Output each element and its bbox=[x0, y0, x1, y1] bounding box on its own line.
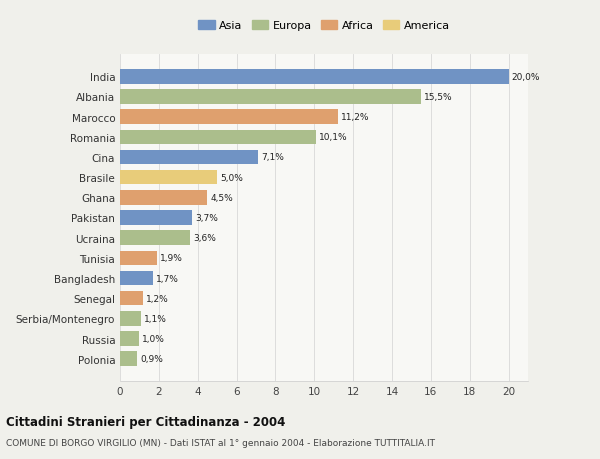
Bar bbox=[120, 90, 421, 105]
Bar bbox=[120, 171, 217, 185]
Text: 4,5%: 4,5% bbox=[211, 193, 233, 202]
Bar bbox=[120, 291, 143, 306]
Text: 1,2%: 1,2% bbox=[146, 294, 169, 303]
Text: 10,1%: 10,1% bbox=[319, 133, 348, 142]
Bar bbox=[120, 311, 142, 326]
Text: 7,1%: 7,1% bbox=[261, 153, 284, 162]
Text: 1,9%: 1,9% bbox=[160, 254, 183, 263]
Text: 1,7%: 1,7% bbox=[156, 274, 179, 283]
Text: 3,7%: 3,7% bbox=[195, 213, 218, 223]
Bar bbox=[120, 251, 157, 265]
Text: 15,5%: 15,5% bbox=[424, 93, 452, 102]
Bar bbox=[120, 190, 208, 205]
Text: 0,9%: 0,9% bbox=[140, 354, 163, 364]
Text: 1,1%: 1,1% bbox=[144, 314, 167, 323]
Bar bbox=[120, 130, 316, 145]
Text: 11,2%: 11,2% bbox=[341, 113, 369, 122]
Text: 3,6%: 3,6% bbox=[193, 234, 216, 243]
Bar bbox=[120, 331, 139, 346]
Text: Cittadini Stranieri per Cittadinanza - 2004: Cittadini Stranieri per Cittadinanza - 2… bbox=[6, 415, 286, 428]
Bar bbox=[120, 211, 192, 225]
Text: COMUNE DI BORGO VIRGILIO (MN) - Dati ISTAT al 1° gennaio 2004 - Elaborazione TUT: COMUNE DI BORGO VIRGILIO (MN) - Dati IST… bbox=[6, 438, 435, 448]
Text: 1,0%: 1,0% bbox=[142, 334, 165, 343]
Bar bbox=[120, 110, 338, 125]
Bar bbox=[120, 352, 137, 366]
Bar bbox=[120, 231, 190, 246]
Text: 20,0%: 20,0% bbox=[511, 73, 540, 82]
Bar bbox=[120, 271, 153, 285]
Legend: Asia, Europa, Africa, America: Asia, Europa, Africa, America bbox=[196, 18, 452, 34]
Text: 5,0%: 5,0% bbox=[220, 174, 243, 182]
Bar bbox=[120, 151, 258, 165]
Bar bbox=[120, 70, 509, 84]
